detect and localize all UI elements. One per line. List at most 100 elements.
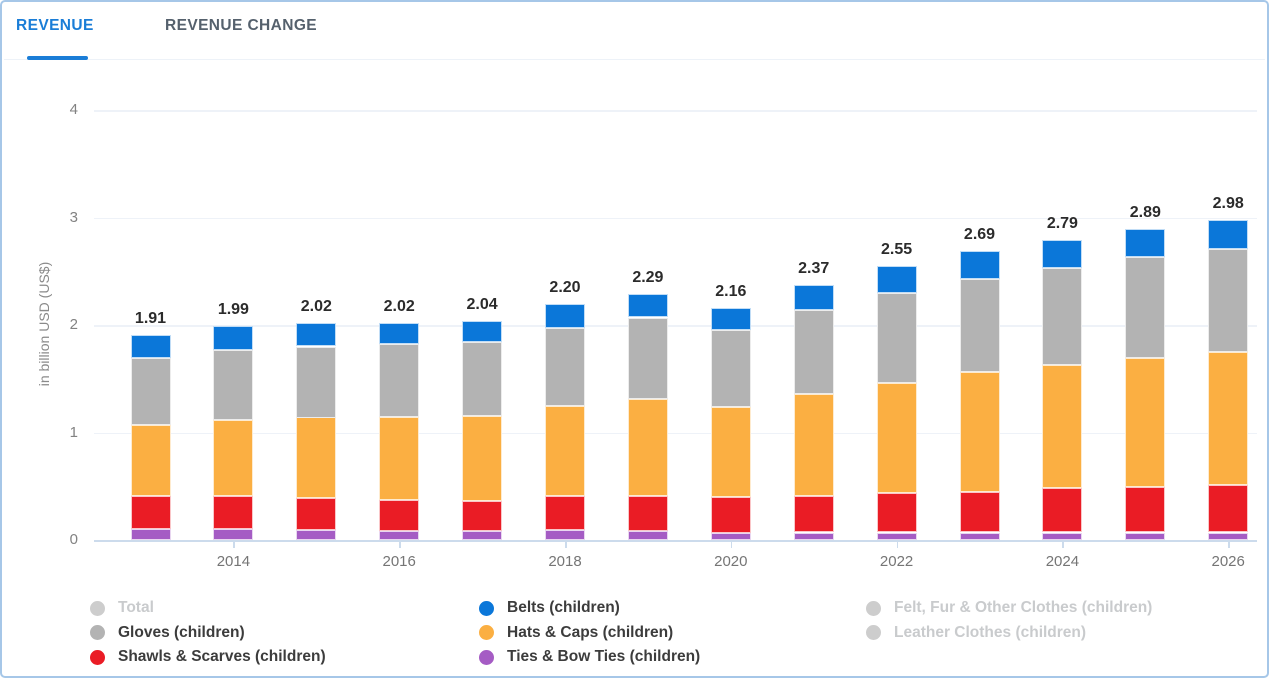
bar-segment[interactable] <box>545 328 585 406</box>
legend-dot <box>90 625 105 641</box>
bar-segment[interactable] <box>379 344 420 418</box>
bar-segment[interactable] <box>959 250 1000 279</box>
bar-segment[interactable] <box>213 349 254 420</box>
bar-segment[interactable] <box>1125 257 1166 359</box>
bar-segment[interactable] <box>876 532 917 540</box>
bar-segment[interactable] <box>959 532 1000 540</box>
gridline <box>94 432 1257 434</box>
bar-segment[interactable] <box>1125 358 1166 488</box>
bar-segment[interactable] <box>959 372 1000 492</box>
bar-segment[interactable] <box>545 495 585 531</box>
bar-segment[interactable] <box>793 495 834 533</box>
legend-dot <box>479 625 494 641</box>
bar-total-label: 2.69 <box>963 225 996 243</box>
legend-item[interactable]: Felt, Fur & Other Clothes (children) <box>866 596 1152 621</box>
bar-segment[interactable] <box>462 501 503 532</box>
bar-segment[interactable] <box>793 393 834 496</box>
bar-segment[interactable] <box>959 491 1000 533</box>
y-axis-tick-label: 3 <box>69 208 78 226</box>
bar-segment[interactable] <box>959 278 1000 373</box>
bar-segment[interactable] <box>296 322 337 347</box>
bar-segment[interactable] <box>130 495 171 530</box>
tab-revenue-change[interactable]: REVENUE CHANGE <box>165 17 318 34</box>
bar-segment[interactable] <box>627 531 668 540</box>
bar-segment[interactable] <box>627 495 668 532</box>
legend-item[interactable]: Hats & Caps (children) <box>479 621 700 646</box>
bar-segment[interactable] <box>1125 532 1166 540</box>
bar-segment[interactable] <box>1042 364 1083 489</box>
bar-segment[interactable] <box>710 532 751 540</box>
bar-segment[interactable] <box>130 529 171 541</box>
bar-segment[interactable] <box>130 334 171 359</box>
tab-revenue[interactable]: REVENUE <box>16 17 94 34</box>
bar-segment[interactable] <box>213 326 254 350</box>
bar-segment[interactable] <box>379 322 420 345</box>
bar-segment[interactable] <box>213 495 254 530</box>
x-axis-tick-label: 2014 <box>216 553 251 570</box>
gridline <box>94 110 1257 112</box>
bar-segment[interactable] <box>876 292 917 384</box>
bar-segment[interactable] <box>296 417 337 498</box>
bar-segment[interactable] <box>462 531 503 540</box>
legend-item[interactable]: Shawls & Scarves (children) <box>90 645 326 670</box>
bar-segment[interactable] <box>876 383 917 493</box>
bar-segment[interactable] <box>710 330 751 407</box>
bar-total-label: 1.99 <box>217 301 249 319</box>
bar-segment[interactable] <box>545 405 585 496</box>
bar-segment[interactable] <box>462 320 503 343</box>
legend-item[interactable]: Gloves (children) <box>90 621 326 646</box>
bar-segment[interactable] <box>793 285 834 310</box>
bar-segment[interactable] <box>296 498 337 531</box>
active-tab-indicator <box>27 56 88 60</box>
gridline <box>94 217 1257 219</box>
bar-segment[interactable] <box>296 530 337 540</box>
y-axis-tick-label: 4 <box>69 101 78 118</box>
legend-dot <box>866 625 881 641</box>
bar-total-label: 2.16 <box>715 282 747 300</box>
bar-segment[interactable] <box>130 358 171 425</box>
bar-segment[interactable] <box>545 530 585 540</box>
legend-item[interactable]: Total <box>90 596 326 621</box>
bar-segment[interactable] <box>710 406 751 497</box>
bar-segment[interactable] <box>1208 248 1249 352</box>
bar-segment[interactable] <box>876 265 917 293</box>
bar-segment[interactable] <box>379 417 420 501</box>
bar-segment[interactable] <box>379 500 420 532</box>
bar-segment[interactable] <box>710 497 751 533</box>
bar-segment[interactable] <box>627 293 668 318</box>
bar-segment[interactable] <box>213 529 254 541</box>
bar-segment[interactable] <box>213 419 254 496</box>
legend-label: Shawls & Scarves (children) <box>118 648 326 666</box>
legend-label: Belts (children) <box>507 599 620 617</box>
legend-label: Hats & Caps (children) <box>507 623 674 641</box>
bar-segment[interactable] <box>1125 229 1166 258</box>
bar-segment[interactable] <box>627 317 668 400</box>
bar-segment[interactable] <box>1208 351 1249 486</box>
bar-segment[interactable] <box>1208 219 1249 249</box>
legend-item[interactable]: Ties & Bow Ties (children) <box>479 645 700 670</box>
bar-segment[interactable] <box>545 303 585 329</box>
bar-segment[interactable] <box>876 492 917 533</box>
bar-segment[interactable] <box>1042 240 1083 268</box>
bar-segment[interactable] <box>627 399 668 496</box>
bar-segment[interactable] <box>1208 485 1249 533</box>
bar-segment[interactable] <box>296 346 337 418</box>
bar-segment[interactable] <box>462 416 503 502</box>
bar-segment[interactable] <box>1208 532 1249 540</box>
bar-total-label: 2.29 <box>632 268 664 286</box>
bar-segment[interactable] <box>1042 532 1083 540</box>
bar-segment[interactable] <box>130 425 171 496</box>
bar-segment[interactable] <box>793 310 834 394</box>
bar-segment[interactable] <box>1042 488 1083 533</box>
legend-column: Felt, Fur & Other Clothes (children) Leat… <box>866 596 1152 645</box>
legend-item[interactable]: Leather Clothes (children) <box>866 621 1152 646</box>
bar-segment[interactable] <box>379 531 420 540</box>
bar-segment[interactable] <box>710 307 751 331</box>
legend-item[interactable]: Belts (children) <box>479 596 700 621</box>
x-axis-tick-label: 2020 <box>714 553 748 570</box>
bar-segment[interactable] <box>462 342 503 417</box>
bar-segment[interactable] <box>1125 487 1166 533</box>
bar-segment[interactable] <box>1042 268 1083 365</box>
bar-segment[interactable] <box>793 532 834 540</box>
